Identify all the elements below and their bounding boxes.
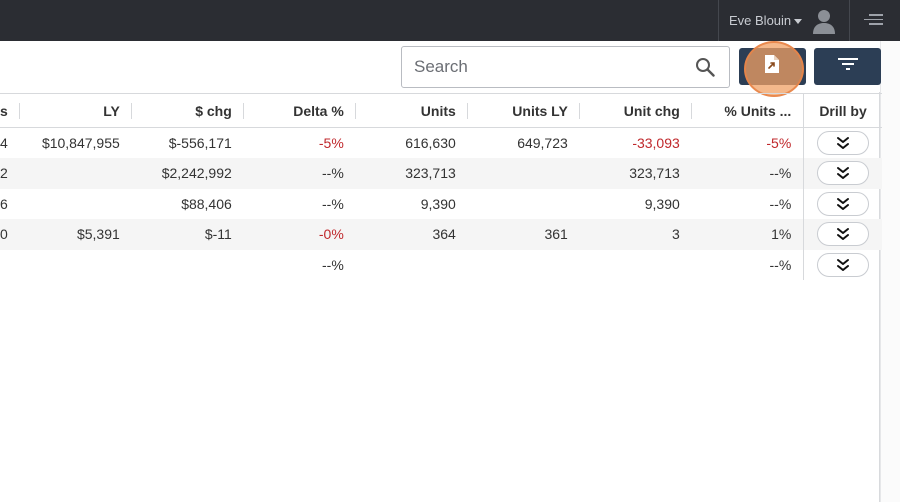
table-row: 2 $2,242,992 --% 323,713 323,713 --% (0, 158, 882, 189)
col-header-unit-chg[interactable]: Unit chg (579, 93, 692, 128)
drill-down-button[interactable] (817, 252, 870, 277)
data-table: s LY $ chg Delta % Units Units LY Unit c… (0, 93, 882, 280)
cell: -5% (766, 135, 792, 151)
cell: -33,093 (632, 135, 680, 151)
cell: $-556,171 (168, 135, 232, 151)
cell (356, 250, 468, 281)
drill-down-button[interactable] (817, 222, 870, 247)
col-header-ly[interactable]: LY (19, 93, 132, 128)
cell (20, 189, 132, 220)
double-chevron-down-icon (837, 228, 850, 241)
cell (468, 189, 580, 220)
user-name: Eve Blouin (729, 13, 792, 28)
cell (0, 250, 20, 281)
cell: 9,390 (420, 195, 456, 212)
filter-icon (837, 56, 859, 77)
double-chevron-down-icon (837, 197, 850, 210)
cell: 9,390 (644, 195, 680, 212)
search-input[interactable] (403, 48, 683, 86)
cell: --% (243, 158, 356, 189)
cell: --% (769, 195, 792, 212)
search-box (401, 46, 730, 88)
filter-button[interactable] (814, 48, 881, 85)
drill-down-button[interactable] (817, 131, 870, 155)
double-chevron-down-icon (837, 137, 850, 149)
export-button-overlay[interactable] (739, 48, 806, 85)
col-header-pct-units[interactable]: % Units ... (691, 93, 804, 128)
cell: 361 (467, 219, 580, 250)
cell: 616,630 (405, 135, 456, 151)
cell (468, 250, 580, 281)
drill-down-button[interactable] (817, 161, 870, 186)
vertical-scrollbar[interactable] (880, 41, 900, 502)
user-menu[interactable]: Eve Blouin (718, 0, 848, 41)
cell: 0 (0, 219, 20, 250)
cell: -0% (243, 219, 356, 250)
cell: 6 (0, 195, 8, 212)
user-avatar-icon (811, 7, 837, 35)
cell: -5% (318, 135, 344, 151)
cell: $-11 (131, 219, 244, 250)
col-header-drill-by: Drill by (803, 93, 882, 128)
cell: 323,713 (355, 158, 468, 189)
cell: $10,847,955 (41, 135, 120, 151)
drill-down-button[interactable] (817, 191, 870, 216)
table-row: 0 $5,391 $-11 -0% 364 361 3 1% (0, 219, 882, 250)
cell: 4 (0, 135, 8, 151)
col-header-units-ly[interactable]: Units LY (467, 93, 580, 128)
cell: $88,406 (181, 195, 232, 212)
col-header-s[interactable]: s (0, 93, 20, 128)
drill-cell (803, 188, 882, 219)
double-chevron-down-icon (837, 258, 850, 271)
col-header-dollar-chg[interactable]: $ chg (131, 93, 244, 128)
table-row: 6 $88,406 --% 9,390 9,390 --% (0, 188, 882, 220)
top-navbar: Eve Blouin (0, 0, 900, 41)
menu-button[interactable] (849, 0, 900, 41)
table-row: 4 $10,847,955 $-556,171 -5% 616,630 649,… (0, 127, 882, 158)
col-header-delta-pct[interactable]: Delta % (243, 93, 356, 128)
cell: $2,242,992 (131, 158, 244, 189)
cell: $5,391 (19, 219, 132, 250)
table-right-border (879, 92, 880, 502)
table-row: --% --% (0, 249, 882, 281)
export-file-icon (764, 54, 780, 79)
double-chevron-down-icon (837, 167, 850, 180)
cell (580, 250, 692, 281)
search-icon[interactable] (695, 57, 715, 82)
drill-cell (803, 127, 882, 158)
cell: 649,723 (517, 135, 568, 151)
cell (132, 250, 244, 281)
cell: 364 (355, 219, 468, 250)
col-header-units[interactable]: Units (355, 93, 468, 128)
drill-cell (803, 249, 882, 280)
drill-cell (803, 219, 882, 250)
cell: 1% (691, 219, 804, 250)
cell (467, 158, 580, 189)
drill-cell (803, 158, 882, 189)
cell (19, 158, 132, 189)
cell: 3 (579, 219, 692, 250)
table-header-row: s LY $ chg Delta % Units Units LY Unit c… (0, 93, 882, 128)
cell: --% (322, 195, 344, 212)
caret-down-icon (794, 18, 803, 24)
cell: 2 (0, 158, 20, 189)
cell: --% (769, 256, 792, 273)
hamburger-icon (864, 14, 883, 28)
cell: --% (691, 158, 804, 189)
cell: 323,713 (579, 158, 692, 189)
cell: --% (322, 256, 344, 273)
cell (20, 250, 132, 281)
